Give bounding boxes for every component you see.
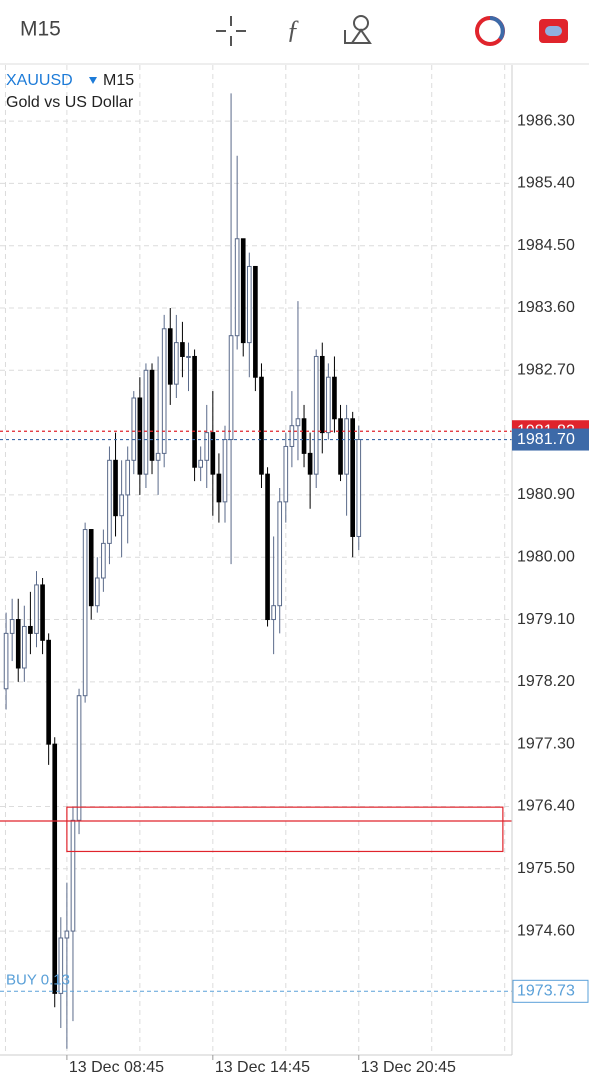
candle-body	[161, 328, 167, 454]
candle-body	[107, 459, 112, 544]
candle-body	[332, 376, 337, 420]
candle-body	[240, 238, 246, 344]
candle-body	[101, 542, 106, 579]
y-tick-label: 1979.10	[517, 611, 575, 628]
objects-icon[interactable]	[344, 15, 372, 44]
candle-body	[9, 619, 15, 634]
crosshair-icon[interactable]	[216, 16, 246, 46]
candle-body	[283, 445, 289, 503]
y-tick-label: 1984.50	[517, 237, 575, 254]
description: Gold vs US Dollar	[6, 94, 134, 111]
y-tick-label: 1975.50	[517, 860, 575, 877]
candle-body	[198, 459, 203, 468]
candle-body	[64, 930, 70, 939]
candle-body	[234, 238, 240, 337]
y-tick-label: 1974.60	[517, 922, 575, 939]
candle-body	[344, 418, 349, 475]
candle-body	[216, 473, 222, 503]
candle-body	[356, 439, 362, 537]
candle-body	[131, 397, 137, 461]
y-tick-label: 1983.60	[517, 299, 575, 316]
candle-body	[137, 397, 143, 475]
candle-body	[28, 625, 33, 634]
y-tick-label: 1976.40	[517, 798, 575, 815]
candle-body	[149, 369, 155, 461]
candle-body	[265, 473, 270, 621]
candle-body	[259, 376, 264, 475]
candle-body	[3, 632, 9, 690]
candle-body	[119, 494, 124, 517]
candle-body	[307, 452, 313, 475]
candle-body	[210, 432, 216, 475]
timeframe: M15	[103, 72, 134, 89]
candle-body	[174, 342, 179, 385]
candle-body	[113, 459, 118, 517]
candle-body	[58, 937, 64, 994]
y-tick-label: 1980.90	[517, 486, 575, 503]
candle-body	[143, 369, 149, 475]
y-tick-label: 1980.00	[517, 548, 575, 565]
x-tick-label: 13 Dec 08:45	[69, 1059, 164, 1076]
bid-price-label: 1981.70	[517, 431, 575, 448]
candle-body	[271, 605, 276, 621]
candle-body	[253, 265, 258, 378]
candle-body	[222, 439, 228, 503]
candle-body	[34, 584, 39, 634]
y-tick-label: 1982.70	[517, 362, 575, 379]
position-label: BUY 0.13	[6, 971, 70, 988]
candle-body	[319, 355, 325, 434]
candle-body	[228, 335, 234, 441]
account-icon[interactable]	[539, 19, 568, 43]
y-tick-label: 1985.40	[517, 175, 575, 192]
candle-body	[94, 577, 100, 607]
candle-body	[155, 452, 161, 461]
plot-area	[0, 65, 512, 1055]
candle-body	[82, 529, 88, 697]
x-tick-label: 13 Dec 14:45	[215, 1059, 310, 1076]
position-price-box	[512, 979, 589, 1003]
candle-body	[277, 501, 283, 607]
candle-body	[192, 355, 197, 468]
candle-body	[70, 819, 76, 932]
candle-body	[46, 639, 51, 745]
candle-body	[338, 418, 343, 475]
trade-icon[interactable]	[475, 16, 505, 46]
x-tick-label: 13 Dec 20:45	[361, 1059, 456, 1076]
candle-body	[125, 459, 131, 496]
symbol-dropdown-icon[interactable]	[89, 77, 97, 84]
candle-body	[21, 625, 27, 669]
symbol[interactable]: XAUUSD	[6, 72, 73, 89]
toolbar: M15 ƒ	[0, 15, 589, 65]
candle-body	[295, 418, 301, 427]
indicators-icon[interactable]: ƒ	[287, 15, 300, 44]
position-price-label: 1973.73	[517, 983, 575, 1000]
candle-body	[186, 355, 191, 358]
candle-body	[313, 355, 319, 475]
timeframe-button[interactable]: M15	[20, 18, 61, 41]
candle-body	[301, 418, 307, 454]
candle-body	[180, 342, 185, 357]
candle-body	[88, 529, 94, 607]
y-tick-label: 1978.20	[517, 673, 575, 690]
candle-body	[167, 328, 173, 385]
candle-body	[289, 425, 295, 447]
y-tick-label: 1986.30	[517, 112, 575, 129]
bid-price-box	[512, 428, 589, 451]
candle-body	[40, 584, 45, 641]
candle-body	[15, 619, 21, 669]
y-tick-label: 1977.30	[517, 735, 575, 752]
candle-body	[246, 265, 252, 344]
candle-body	[326, 376, 331, 434]
candle-body	[204, 432, 210, 461]
candle-body	[76, 695, 82, 821]
candle-body	[52, 743, 58, 994]
candle-body	[350, 418, 356, 537]
zone-rectangle	[66, 806, 504, 853]
